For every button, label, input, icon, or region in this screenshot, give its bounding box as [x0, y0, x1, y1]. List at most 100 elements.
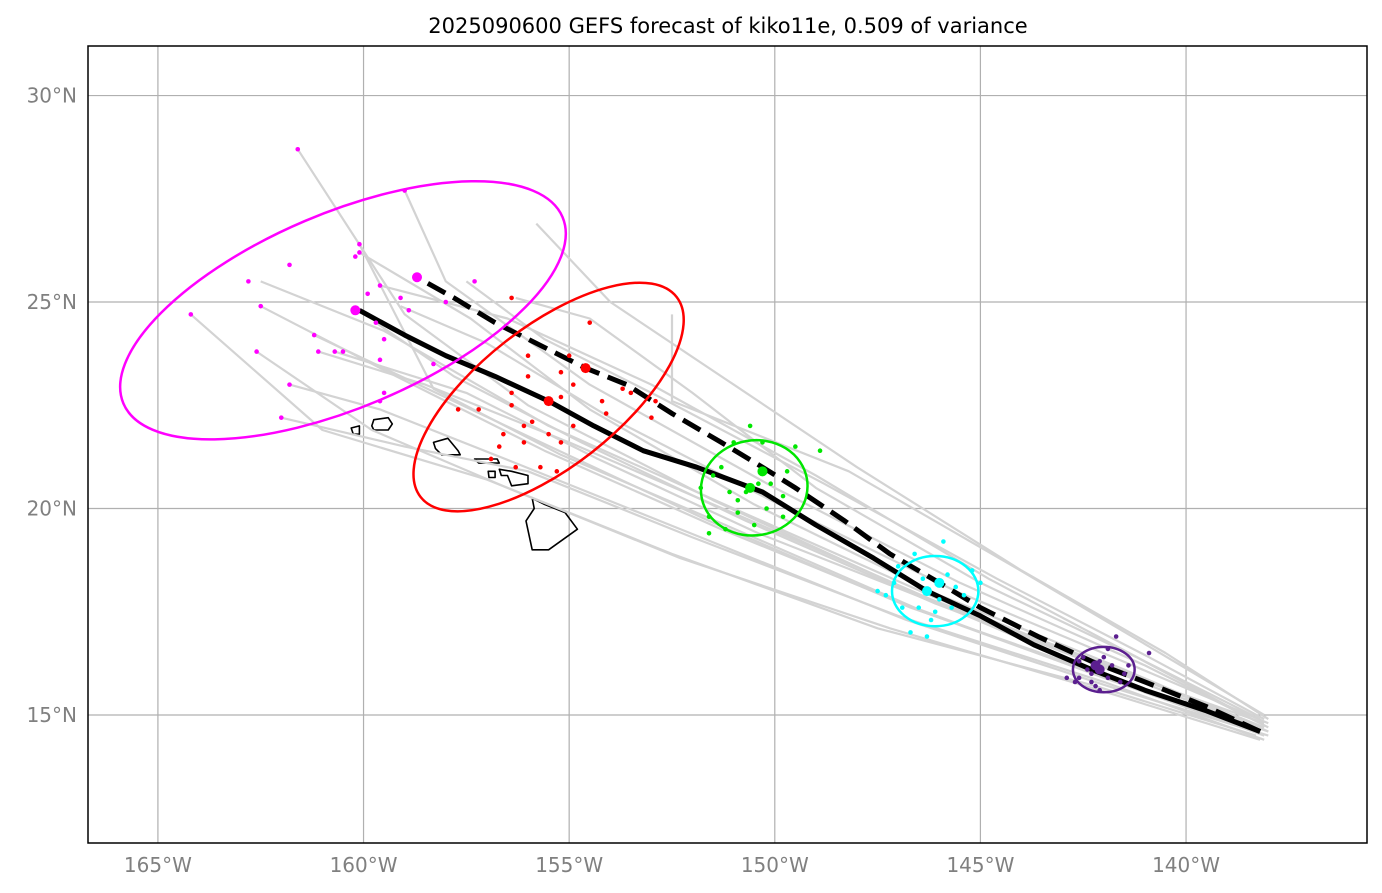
day4-member-point — [546, 431, 551, 437]
day5-member-point — [258, 303, 264, 309]
lon-tick-label: 150°W — [741, 853, 809, 877]
day3-member-point — [817, 448, 823, 453]
day4-member-point — [653, 398, 658, 404]
chart-title: 2025090600 GEFS forecast of kiko11e, 0.5… — [428, 14, 1027, 38]
island-outline-2 — [432, 437, 462, 456]
day1-member-point — [1117, 679, 1123, 685]
day4-group — [412, 281, 685, 513]
day1-member-point — [1109, 663, 1115, 668]
day2-member-point — [928, 617, 934, 623]
day5-member-point — [254, 349, 259, 354]
day1-alt-point — [1090, 660, 1101, 671]
day4-mean-point — [543, 396, 554, 407]
day4-member-point — [558, 369, 564, 375]
day4-member-point — [649, 415, 654, 420]
day1-member-point — [1080, 654, 1086, 660]
day5-member-point — [353, 254, 358, 259]
day2-member-point — [941, 539, 946, 544]
day1-ellipse — [1071, 645, 1136, 694]
gridlines — [88, 46, 1367, 843]
day4-member-point — [521, 423, 527, 429]
day2-member-point — [936, 597, 942, 602]
day5-member-point — [406, 307, 412, 313]
day5-group — [118, 146, 568, 441]
day4-member-point — [603, 411, 609, 416]
day3-member-point — [751, 522, 757, 528]
day2-group — [875, 539, 983, 639]
day2-member-point — [895, 564, 901, 569]
day2-member-point — [932, 609, 938, 615]
day3-member-point — [768, 481, 773, 487]
day3-member-point — [747, 423, 753, 429]
day4-member-point — [566, 353, 572, 359]
ensemble-track-3 — [281, 416, 1265, 741]
day4-member-point — [509, 402, 514, 408]
day1-member-point — [1076, 659, 1082, 664]
day5-member-point — [431, 361, 436, 367]
island-outline-6 — [525, 497, 579, 551]
day5-member-point — [332, 349, 338, 354]
lat-tick-label: 20°N — [27, 497, 77, 521]
day4-member-point — [496, 444, 502, 449]
day5-member-point — [377, 283, 383, 288]
ensemble-track-12 — [358, 251, 1269, 733]
day2-alt-point — [934, 577, 945, 588]
dashed-track — [415, 275, 1262, 734]
day1-member-point — [1089, 679, 1094, 685]
island-outline-1 — [370, 416, 394, 431]
day4-ellipse — [412, 281, 685, 513]
day5-member-point — [295, 146, 301, 152]
day5-member-point — [287, 262, 292, 268]
day1-group — [1064, 634, 1152, 694]
day4-member-point — [599, 398, 605, 404]
lon-tick-label: 140°W — [1152, 853, 1220, 877]
day4-member-point — [587, 320, 593, 325]
day5-member-point — [278, 415, 284, 420]
day3-member-point — [780, 493, 786, 499]
day1-member-point — [1146, 650, 1152, 656]
day1-member-point — [1085, 667, 1090, 672]
day5-member-point — [246, 279, 251, 284]
lon-tick-label: 165°W — [124, 853, 192, 877]
day4-alt-point — [580, 363, 591, 374]
day2-ellipse — [890, 554, 980, 628]
day3-alt-point — [757, 466, 768, 477]
mean-track — [358, 308, 1261, 734]
day4-member-point — [620, 386, 625, 392]
island-outline-0 — [350, 425, 361, 436]
day3-group — [698, 423, 823, 537]
ensemble-track-2 — [403, 190, 1269, 729]
lon-tick-label: 155°W — [535, 853, 603, 877]
lat-tick-label: 15°N — [27, 703, 77, 727]
day4-member-point — [554, 469, 560, 474]
day5-ellipse — [118, 179, 568, 441]
island-outline-5 — [498, 468, 529, 487]
ensemble-track-5 — [535, 222, 1269, 721]
day5-member-point — [373, 320, 379, 325]
day2-member-point — [961, 592, 967, 598]
ensemble-track-15 — [400, 305, 1269, 725]
day3-member-point — [784, 469, 790, 474]
day4-member-point — [513, 464, 519, 470]
day4-member-point — [525, 374, 531, 379]
day2-member-point — [916, 605, 922, 610]
day1-member-point — [1113, 634, 1119, 639]
day5-member-point — [381, 336, 387, 342]
day1-member-point — [1089, 671, 1094, 676]
ensemble-tracks — [190, 148, 1269, 741]
day4-member-point — [488, 456, 494, 462]
day2-member-point — [908, 630, 913, 635]
day5-member-point — [287, 382, 292, 387]
day3-member-point — [780, 514, 786, 520]
ensemble-track-17 — [465, 280, 1265, 721]
day4-member-point — [455, 407, 461, 412]
day1-member-point — [1126, 663, 1131, 668]
day2-member-point — [924, 634, 930, 639]
day5-member-point — [340, 349, 346, 354]
lat-tick-label: 30°N — [27, 84, 77, 108]
day5-member-point — [472, 279, 477, 284]
day2-mean-point — [921, 586, 932, 597]
day4-member-point — [509, 295, 514, 301]
day2-member-point — [883, 592, 889, 598]
